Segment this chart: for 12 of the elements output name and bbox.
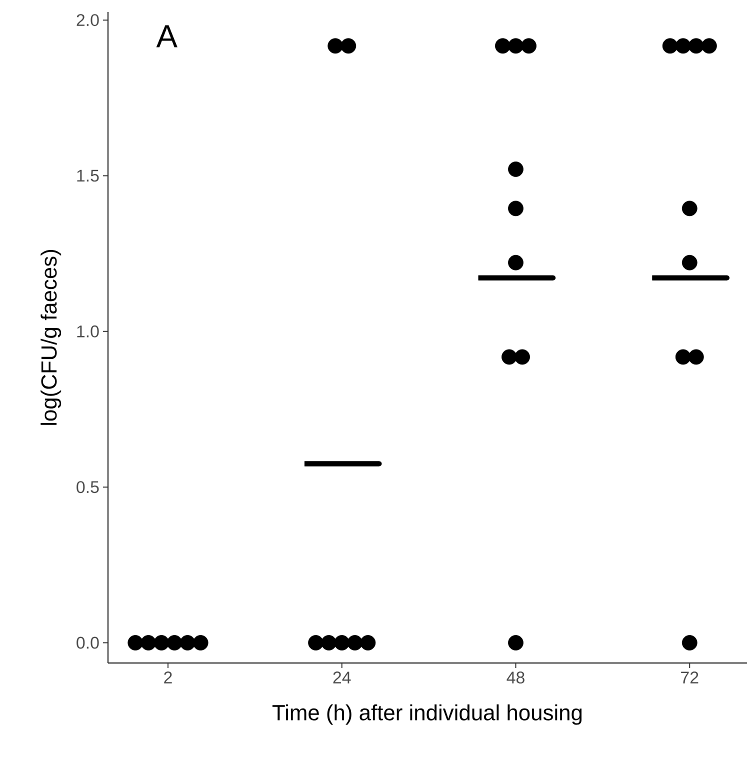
x-tick-label: 2 — [164, 672, 172, 684]
x-tick-label: 48 — [506, 672, 524, 684]
x-tick-label: 24 — [333, 672, 351, 684]
annotation: A — [156, 25, 178, 48]
x-axis-title: Time (h) after individual housing — [272, 704, 582, 725]
y-tick-label: 1.5 — [77, 170, 99, 182]
y-tick-label: 1.0 — [77, 325, 99, 338]
y-axis-title: log(CFU/g faeces) — [40, 250, 62, 425]
y-tick-label: 0.0 — [76, 636, 99, 649]
y-tick-label: 0.5 — [76, 481, 99, 494]
x-tick-label: 72 — [681, 672, 698, 684]
y-tick-label: 2.0 — [76, 14, 99, 26]
